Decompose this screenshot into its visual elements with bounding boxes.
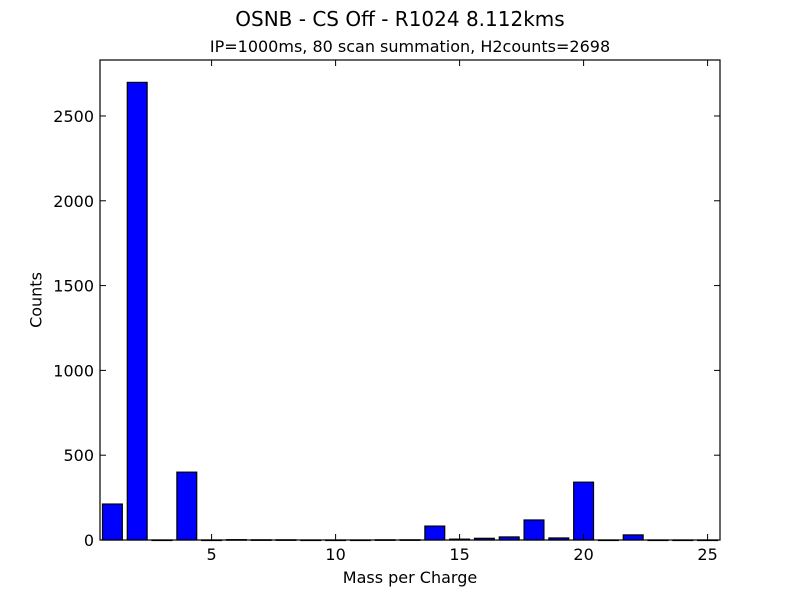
x-tick-label: 15 xyxy=(449,545,469,564)
y-tick-label: 0 xyxy=(84,531,94,550)
axes-frame xyxy=(99,59,721,541)
bar xyxy=(573,481,595,541)
x-tick-label: 10 xyxy=(325,545,345,564)
bar xyxy=(523,519,545,541)
bar xyxy=(176,471,198,541)
bar xyxy=(424,525,446,541)
x-tick-label: 20 xyxy=(573,545,593,564)
bar xyxy=(101,503,123,541)
chart-title: OSNB - CS Off - R1024 8.112kms xyxy=(235,7,565,31)
x-tick-label: 25 xyxy=(697,545,717,564)
bar xyxy=(622,534,644,541)
y-tick-label: 2500 xyxy=(53,107,94,126)
bar xyxy=(126,81,148,541)
y-tick-label: 1000 xyxy=(53,361,94,380)
chart-subtitle: IP=1000ms, 80 scan summation, H2counts=2… xyxy=(209,37,611,56)
y-tick-label: 1500 xyxy=(53,277,94,296)
x-tick-label: 5 xyxy=(207,545,217,564)
y-tick-label: 500 xyxy=(63,446,94,465)
x-axis-label: Mass per Charge xyxy=(342,568,478,587)
y-tick-label: 2000 xyxy=(53,192,94,211)
